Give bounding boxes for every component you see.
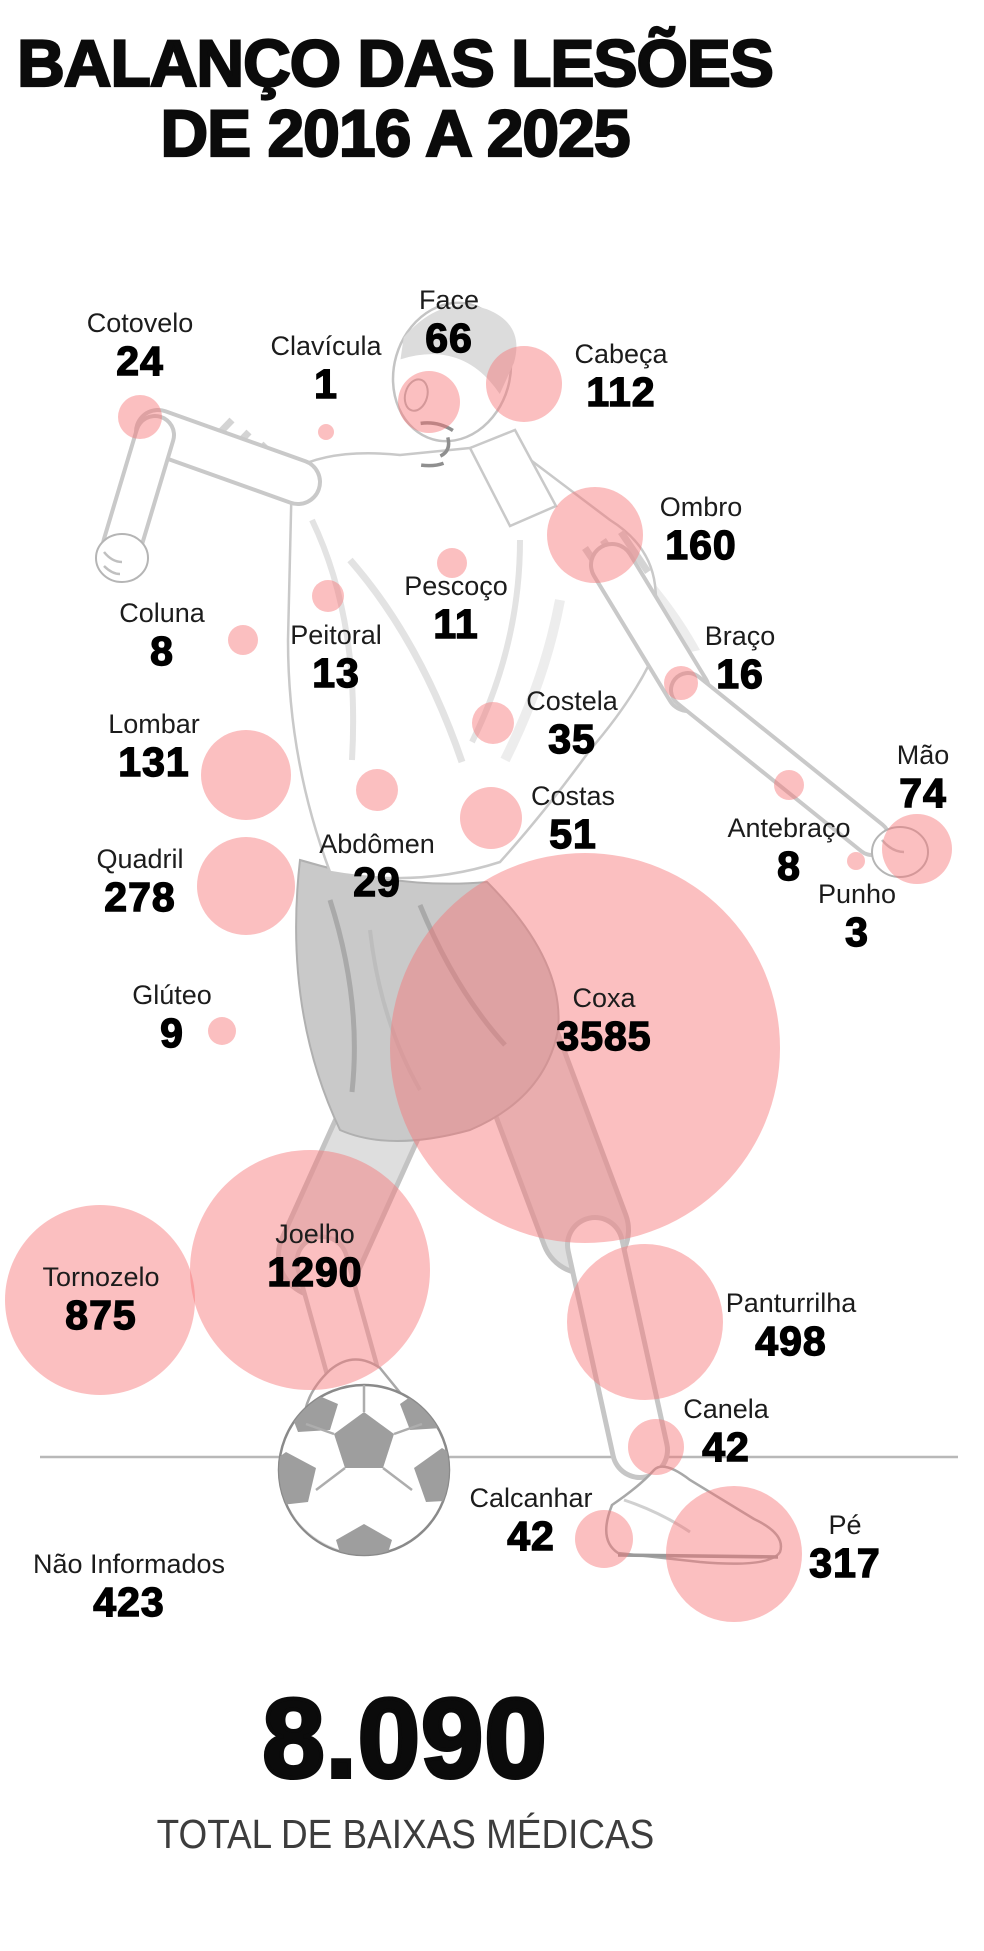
face-features bbox=[420, 421, 454, 468]
ear bbox=[403, 378, 429, 412]
head bbox=[391, 301, 517, 468]
torso bbox=[202, 417, 662, 880]
title-line-1: BALANÇO DAS LESÕES bbox=[16, 26, 775, 100]
total-number: 8.090 bbox=[260, 1676, 548, 1801]
total-block: 8.090 TOTAL DE BAIXAS MÉDICAS bbox=[10, 1676, 800, 1857]
standing-boot bbox=[605, 1465, 783, 1565]
title-line-2: DE 2016 A 2025 bbox=[159, 96, 631, 170]
shorts bbox=[295, 858, 560, 1142]
left-fist bbox=[95, 533, 149, 583]
total-caption: TOTAL DE BAIXAS MÉDICAS bbox=[156, 1811, 654, 1857]
page-title: BALANÇO DAS LESÕES DE 2016 A 2025 bbox=[0, 26, 790, 170]
left-arm bbox=[95, 408, 322, 583]
soccer-ball bbox=[277, 1383, 451, 1557]
neck bbox=[468, 428, 558, 528]
right-arm bbox=[589, 542, 929, 878]
